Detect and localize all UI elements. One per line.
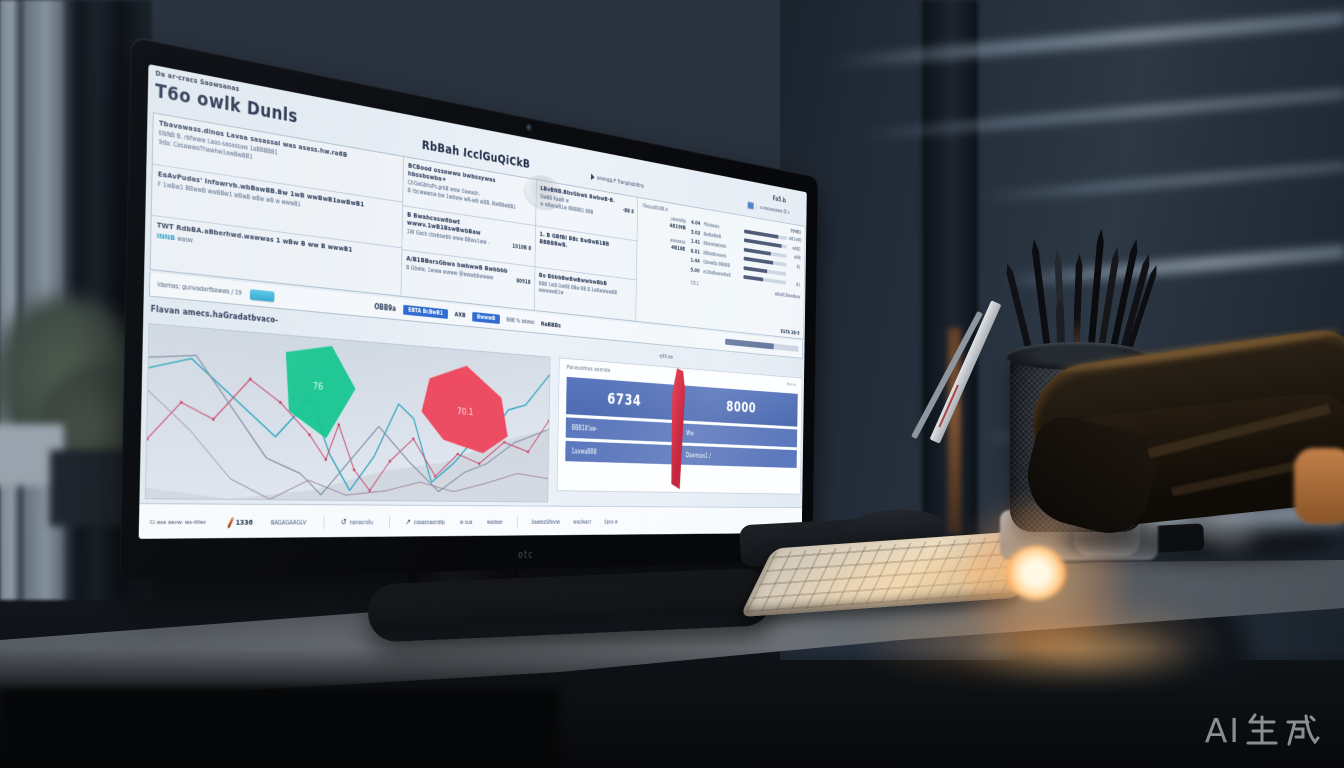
dashboard-ui: Da ar-cracs Saowsanas T6o owlk Dunls RbB… (138, 64, 807, 539)
svg-text:70.1: 70.1 (457, 406, 474, 417)
section-title: Flavan amecs.haGradatbvaco- (150, 304, 279, 326)
stats-footer-number: 7/5.1 (690, 279, 700, 287)
row-value: 80918 (516, 277, 531, 286)
band-progress-bar (725, 338, 799, 352)
stats-header-number: 99481 (790, 227, 802, 236)
divider: | (756, 203, 758, 210)
band-bold-text: RaBBBs (540, 319, 561, 329)
app-icon[interactable] (747, 201, 754, 210)
band-right-text: BBB % adwas (506, 316, 535, 326)
table-col-right: LBvBNB.BbsGbwk BwbwB-B. GwBB KawB w -BB 8… (534, 180, 639, 321)
filter-chip[interactable]: BwwwB (472, 311, 500, 324)
divider (388, 515, 390, 529)
filter-chip[interactable]: EBTA BcBwB1 (403, 304, 448, 319)
trend-chart-svg: 76 70.1 (145, 324, 550, 502)
card-cell[interactable]: 1aawaBB8 (565, 440, 679, 465)
flag-note-text: anangg.P Tranghabliths (596, 174, 644, 190)
card-big-value: 6734 (566, 376, 680, 421)
flag-note: anangg.P Tranghabliths (590, 173, 644, 190)
footer-item[interactable]: ↺ nanacnílu (340, 517, 374, 527)
row-value: 1910B 8 (512, 242, 532, 252)
hook-icon: ↺ (340, 517, 347, 527)
band-left-label: Idamas: gunvadarfbawws / 19 (157, 280, 242, 297)
stat-bar (743, 274, 787, 285)
stats-side-column: uwwwBg 4819tB wwwwas 4B18E (641, 211, 691, 286)
lamp-glow-core (1006, 546, 1066, 600)
divider (323, 515, 325, 529)
highlight-link[interactable]: INNB (156, 231, 176, 243)
table-col-left: Tbavawass.dinos Lavaa sasassal was asass… (150, 113, 404, 296)
toolbar-text[interactable]: a-wasaasawe @ s (759, 204, 790, 216)
footer-item[interactable]: Spva w (604, 518, 618, 525)
stats-panel: iTwpsaBGBB.b 99481 uwwwBg 4819tB wwwwas 4B… (635, 197, 805, 339)
forearm-skin (1294, 448, 1344, 524)
stats-footer-label: wBwB1BwwBww (774, 290, 801, 301)
ai-watermark: AI (1205, 711, 1320, 750)
watermark-cjk-glyphs (1246, 713, 1320, 745)
filter-chip-text[interactable]: AXB (454, 310, 466, 319)
card-cell[interactable]: Daamsas1 / (680, 445, 797, 469)
footer-note: Ci asa aavw: ws-dilev (149, 518, 207, 526)
footer-item[interactable]: 1336 (227, 516, 253, 529)
card-cell[interactable]: BBB18'aw- (565, 417, 679, 443)
trend-chart: 76 70.1 (144, 323, 551, 503)
webcam-dot (526, 123, 533, 133)
table-col-middle: BCBood ossawwo bwbssywas hbssbswba+ ChGa… (401, 156, 537, 311)
band-center-label: OBB9a (374, 302, 397, 313)
watermark-latin: AI (1204, 711, 1241, 750)
summary-card: Panavathas ayenda Bwa w 6734 8000 BBB18'… (556, 357, 803, 495)
floor-shadow (0, 688, 560, 768)
footer-item[interactable]: BAGAGAAGLV (270, 518, 307, 526)
footer-item[interactable]: wadaar (486, 518, 503, 526)
card-meta: Bwa w (786, 381, 797, 388)
section-center-label: e/t0.aa (659, 352, 673, 361)
monitor: Da ar-cracs Saowsanas T6o owlk Dunls RbB… (119, 35, 819, 581)
footer-item[interactable]: ↗ casasnaendip (405, 517, 445, 527)
divider (516, 515, 518, 528)
footer-item[interactable]: SaakesSífeviw (531, 518, 561, 526)
screen: Da ar-cracs Saowsanas T6o owlk Dunls RbB… (138, 64, 807, 539)
card-big-value: 8000 (680, 385, 798, 427)
corner-label: Fa5.b (772, 195, 787, 205)
card-header: Panavathas ayenda (566, 363, 611, 374)
flag-icon (590, 173, 595, 181)
footer-item[interactable]: wacîwacr (573, 518, 592, 525)
row-line: wasw (177, 234, 193, 245)
arrow-icon: ↗ (405, 517, 412, 527)
stats-tag: ESTA 2B-5 (780, 328, 800, 337)
brush-icon (227, 516, 235, 529)
screen-footer: Ci asa aavw: ws-dilev 1336 BAGAGAAGLV ↺ n… (138, 503, 804, 539)
card-cell[interactable]: Ww (680, 423, 798, 448)
footer-item[interactable]: w sua (459, 518, 473, 526)
monitor-bezel: Da ar-cracs Saowsanas T6o owlk Dunls RbB… (119, 35, 819, 581)
svg-text:76: 76 (312, 381, 323, 393)
cyan-button[interactable] (249, 288, 275, 302)
monitor-brand-logo: otc (517, 548, 534, 561)
